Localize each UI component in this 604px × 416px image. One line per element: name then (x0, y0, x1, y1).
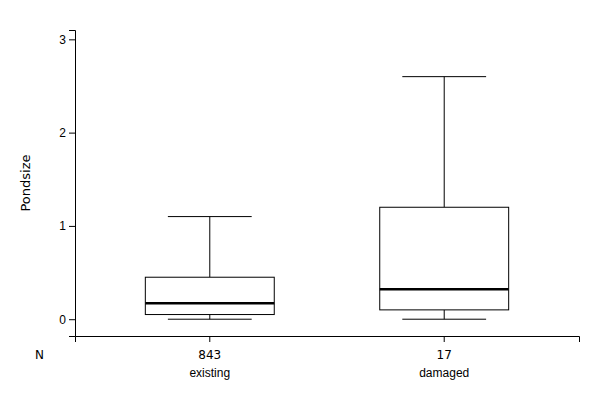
y-tick-mark (69, 226, 75, 227)
lower-cap (168, 319, 252, 320)
x-tick: damaged (419, 336, 469, 380)
plot: 0 1 2 3 existing damaged N 843 17 Pondsize (18, 31, 580, 380)
box (145, 277, 274, 314)
y-tick: 2 (59, 126, 75, 140)
y-tick-label: 2 (59, 126, 66, 140)
upper-cap (168, 216, 252, 217)
x-tick-mark (444, 336, 445, 342)
lower-cap (402, 319, 486, 320)
n-row: N 843 17 (35, 348, 452, 362)
upper-whisker (209, 217, 210, 278)
y-axis-title: Pondsize (18, 154, 33, 211)
upper-whisker (444, 77, 445, 208)
y-tick-label: 0 (59, 313, 66, 327)
median (380, 288, 509, 291)
box-group (380, 77, 509, 320)
n-label: N (35, 348, 44, 362)
y-tick-mark (69, 39, 75, 40)
y-axis-line (69, 31, 76, 337)
y-tick: 3 (59, 33, 75, 47)
x-tick: existing (189, 336, 230, 380)
lower-whisker (209, 315, 210, 320)
median (145, 302, 274, 305)
y-tick: 0 (59, 313, 75, 327)
lower-whisker (444, 310, 445, 319)
x-tick-label: existing (189, 366, 230, 380)
y-axis: 0 1 2 3 (59, 31, 75, 337)
y-tick-label: 3 (59, 33, 66, 47)
boxes (145, 77, 508, 320)
y-tick: 1 (59, 219, 75, 233)
y-tick-mark (69, 319, 75, 320)
y-tick-mark (69, 133, 75, 134)
box-group (145, 217, 274, 320)
n-count: 843 (198, 348, 221, 362)
x-axis-line (76, 337, 580, 343)
box (380, 207, 509, 310)
x-tick-mark (209, 336, 210, 342)
y-tick-label: 1 (59, 219, 66, 233)
upper-cap (402, 76, 486, 77)
x-axis: existing damaged (76, 336, 580, 380)
n-count: 17 (437, 348, 452, 362)
chart: 0 1 2 3 existing damaged N 843 17 Pondsize (0, 0, 604, 416)
x-tick-label: damaged (419, 366, 469, 380)
